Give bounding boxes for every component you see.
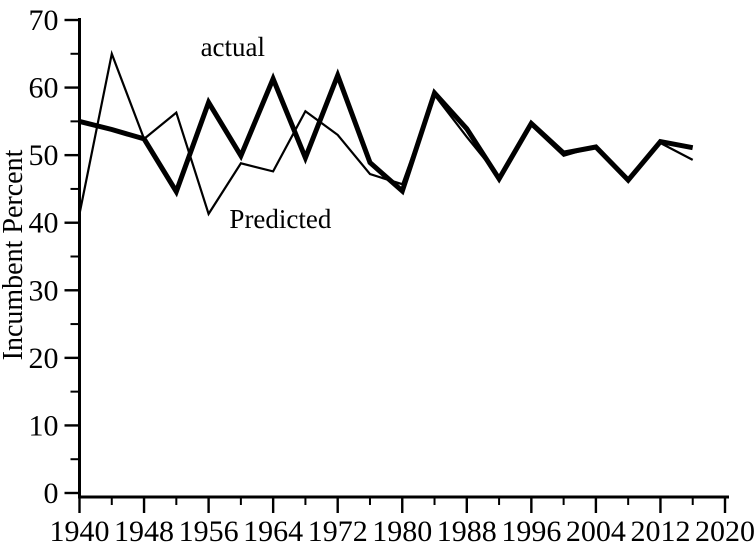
y-tick-label: 40 — [29, 207, 59, 240]
x-tick-label: 2020 — [695, 515, 754, 548]
axes — [78, 18, 729, 499]
x-tick-label: 2012 — [630, 515, 690, 548]
x-tick-labels: 1940 1948 1956 1964 1972 1980 1988 1996 2004 2012… — [50, 515, 754, 548]
series-label-predicted: Predicted — [229, 204, 331, 234]
x-tick-label: 1956 — [179, 515, 239, 548]
y-tick-label: 60 — [29, 72, 59, 105]
y-tick-labels: 0 10 20 30 40 50 60 70 — [29, 4, 59, 510]
y-tick-label: 10 — [29, 409, 59, 442]
y-tick-label: 50 — [29, 139, 59, 172]
y-tick-label: 20 — [29, 342, 59, 375]
x-tick-label: 1980 — [372, 515, 432, 548]
y-tick-label: 70 — [29, 4, 59, 37]
series-line-actual — [78, 68, 694, 198]
y-minor-ticks — [70, 52, 80, 461]
series-line-predicted — [78, 49, 694, 217]
x-tick-label: 2004 — [566, 515, 626, 548]
x-tick-label: 1964 — [243, 515, 303, 548]
x-major-ticks — [78, 497, 727, 513]
y-tick-label: 0 — [44, 477, 59, 510]
x-tick-label: 1988 — [437, 515, 497, 548]
y-tick-label: 30 — [29, 274, 59, 307]
x-tick-label: 1940 — [50, 515, 110, 548]
x-tick-label: 1972 — [308, 515, 368, 548]
y-major-ticks — [64, 18, 80, 495]
x-tick-label: 1948 — [114, 515, 174, 548]
x-tick-label: 1996 — [501, 515, 561, 548]
series-group — [78, 49, 694, 217]
y-axis-title: Incumbent Percent — [0, 149, 29, 360]
series-label-actual: actual — [201, 32, 265, 62]
x-minor-ticks — [110, 497, 694, 505]
